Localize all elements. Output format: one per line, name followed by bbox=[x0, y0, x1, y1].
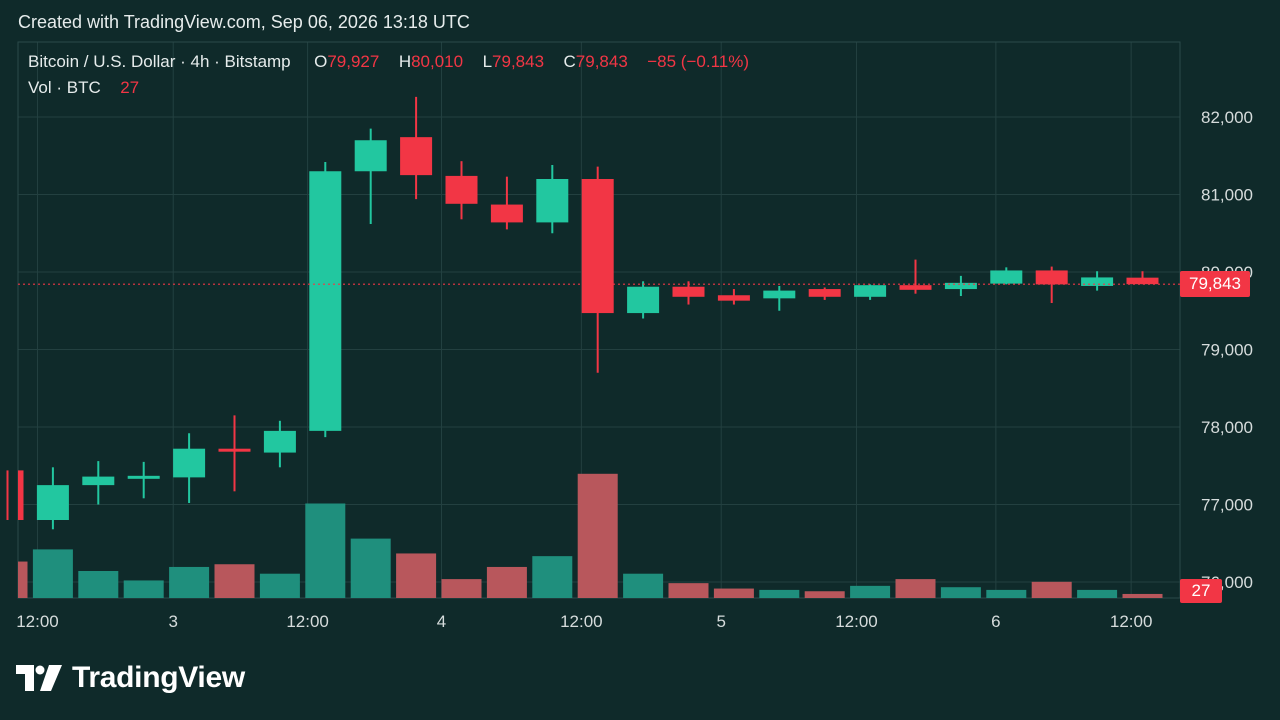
symbol-legend: Bitcoin / U.S. Dollar · 4h · Bitstamp O7… bbox=[28, 52, 749, 72]
volume-bar bbox=[350, 538, 391, 598]
candle-body bbox=[808, 289, 841, 297]
volume-bar bbox=[986, 589, 1027, 598]
volume-label[interactable]: Vol · BTC bbox=[28, 78, 101, 97]
open-value: 79,927 bbox=[327, 52, 380, 71]
low-label: L bbox=[482, 52, 493, 71]
open-label: O bbox=[314, 52, 328, 71]
volume-bar bbox=[169, 566, 210, 598]
candle-body bbox=[173, 448, 206, 478]
price-tick-label: 79,000 bbox=[1201, 341, 1253, 360]
candle-body bbox=[18, 470, 24, 520]
volume-bar bbox=[713, 588, 754, 598]
tradingview-logo-icon bbox=[16, 665, 62, 691]
candle-body bbox=[127, 475, 160, 479]
candle-body bbox=[445, 175, 478, 204]
time-tick-label: 12:00 bbox=[286, 612, 329, 631]
time-tick-label: 4 bbox=[437, 612, 446, 631]
current-price-tag: 79,843 bbox=[1180, 271, 1250, 298]
candle-body bbox=[309, 171, 342, 431]
candle-body bbox=[763, 290, 796, 299]
candle-body bbox=[990, 270, 1023, 284]
time-tick-label: 3 bbox=[168, 612, 177, 631]
candle-body bbox=[944, 282, 977, 290]
candles bbox=[6, 96, 1159, 530]
volume-legend: Vol · BTC 27 bbox=[28, 78, 139, 98]
volume-bar bbox=[18, 561, 28, 598]
volume-bar bbox=[577, 473, 618, 598]
candle-body bbox=[263, 430, 296, 453]
candle-body bbox=[354, 140, 387, 172]
candle-body bbox=[1126, 277, 1159, 285]
chart-caption: Created with TradingView.com, Sep 06, 20… bbox=[18, 12, 470, 32]
volume-bar bbox=[623, 573, 664, 598]
volume-bar bbox=[305, 503, 346, 598]
candle-body bbox=[82, 476, 115, 486]
symbol-name[interactable]: Bitcoin / U.S. Dollar · 4h · Bitstamp bbox=[28, 52, 291, 71]
volume-bar bbox=[486, 566, 527, 598]
volume-value: 27 bbox=[120, 78, 140, 97]
volume-bar bbox=[32, 549, 73, 598]
candle-body bbox=[717, 295, 750, 301]
candle-body bbox=[36, 485, 69, 520]
candle-body bbox=[400, 137, 433, 176]
candle-body bbox=[1081, 277, 1114, 286]
volume-bar bbox=[850, 585, 891, 598]
current-volume-tag: 27 bbox=[1180, 579, 1222, 603]
change-value: −85 (−0.11%) bbox=[647, 52, 750, 71]
time-axis[interactable]: 12:00 3 12:00 4 12:00 5 12:00 6 12:00 bbox=[16, 612, 1152, 631]
volume-bar bbox=[78, 571, 119, 598]
tradingview-logo[interactable]: TradingView bbox=[16, 660, 245, 696]
candle-body bbox=[218, 448, 251, 452]
volume-bar bbox=[396, 553, 437, 598]
candle-body bbox=[672, 286, 705, 297]
brand-name: TradingView bbox=[72, 661, 245, 694]
volume-bar bbox=[804, 591, 845, 598]
time-tick-label: 12:00 bbox=[835, 612, 878, 631]
candle-body bbox=[854, 285, 887, 297]
price-tick-label: 81,000 bbox=[1201, 186, 1253, 205]
volume-bar bbox=[123, 580, 164, 598]
time-tick-label: 12:00 bbox=[560, 612, 603, 631]
volume-bar bbox=[441, 579, 482, 598]
low-value: 79,843 bbox=[492, 52, 545, 71]
volume-bar bbox=[532, 556, 573, 598]
high-label: H bbox=[398, 52, 412, 71]
time-tick-label: 12:00 bbox=[16, 612, 59, 631]
volume-bar bbox=[1077, 589, 1118, 598]
candle-body bbox=[627, 286, 660, 314]
close-value: 79,843 bbox=[575, 52, 628, 71]
volume-bar bbox=[1031, 581, 1072, 598]
candle-body bbox=[490, 204, 523, 223]
candle-body bbox=[1035, 270, 1068, 285]
volume-bar bbox=[668, 583, 709, 598]
close-label: C bbox=[563, 52, 576, 71]
price-tick-label: 82,000 bbox=[1201, 108, 1253, 127]
price-tick-label: 78,000 bbox=[1201, 418, 1253, 437]
volume-bar bbox=[759, 589, 800, 598]
price-tick-label: 77,000 bbox=[1201, 496, 1253, 515]
volume-bar bbox=[940, 587, 981, 598]
candle-body bbox=[536, 179, 569, 223]
volume-bar bbox=[895, 579, 936, 598]
time-tick-label: 5 bbox=[716, 612, 725, 631]
candle-body bbox=[581, 179, 614, 314]
time-tick-label: 6 bbox=[991, 612, 1000, 631]
volume-bar bbox=[259, 573, 300, 598]
volume-bar bbox=[1122, 593, 1163, 598]
price-axis[interactable]: 76,00077,00078,00079,00080,00081,00082,0… bbox=[1201, 108, 1253, 592]
volume-bars bbox=[18, 473, 1163, 598]
volume-bar bbox=[214, 564, 255, 598]
candle-body bbox=[899, 285, 932, 290]
high-value: 80,010 bbox=[411, 52, 464, 71]
time-tick-label: 12:00 bbox=[1110, 612, 1153, 631]
